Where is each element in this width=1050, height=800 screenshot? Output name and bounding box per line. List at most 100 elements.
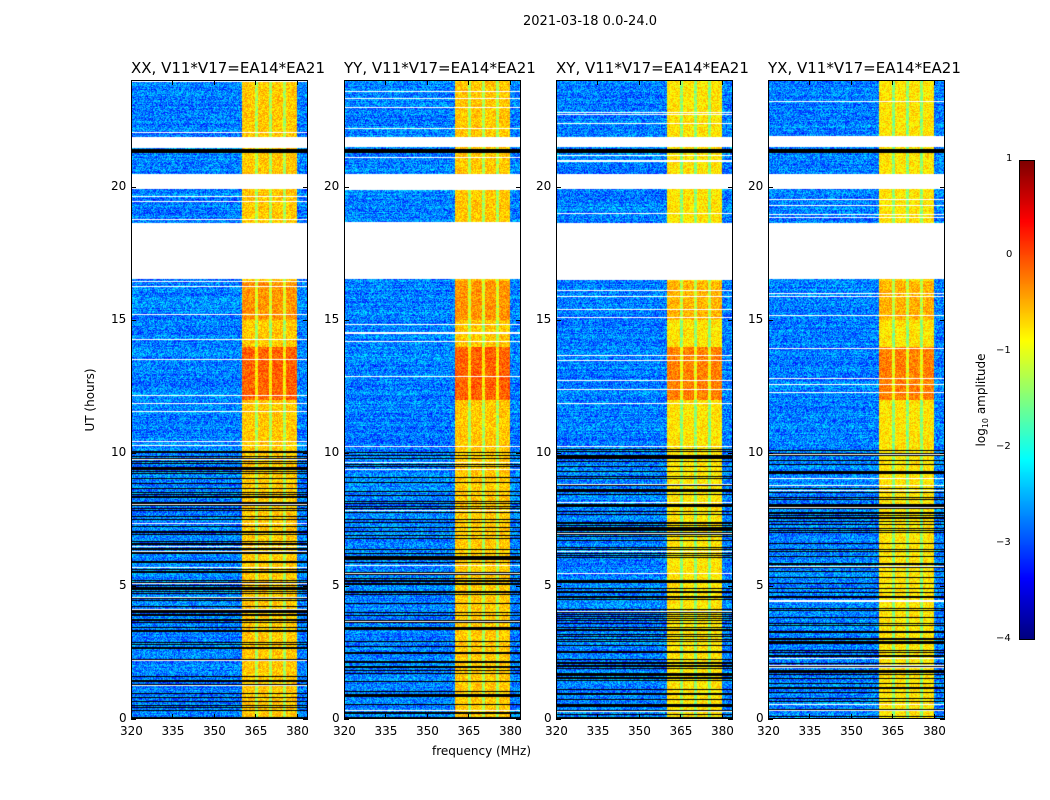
x-tick-mark [296, 80, 298, 85]
x-tick-mark [385, 80, 387, 85]
heatmap-panel-xx [131, 80, 308, 719]
x-tick-label: 320 [545, 724, 568, 738]
x-tick-label: 365 [669, 724, 693, 738]
heatmap-panel-xy [556, 80, 733, 719]
y-axis-label: UT (hours) [83, 368, 97, 432]
y-tick-mark [940, 452, 945, 454]
y-tick-mark [344, 186, 349, 188]
y-tick-mark [728, 719, 733, 720]
colorbar-tick-label: −2 [996, 441, 1011, 452]
y-tick-label: 15 [111, 311, 127, 326]
y-tick-mark [303, 452, 308, 454]
y-tick-label: 0 [119, 711, 127, 725]
y-tick-label: 5 [332, 577, 340, 592]
x-tick-label: 365 [244, 724, 268, 738]
y-tick-mark [556, 719, 561, 720]
x-tick-label: 365 [881, 724, 905, 738]
y-tick-mark [556, 452, 561, 454]
heatmap-panel-yy [344, 80, 521, 719]
y-tick-mark [728, 186, 733, 188]
x-tick-mark [892, 714, 894, 719]
y-tick-mark [516, 186, 521, 188]
x-tick-label: 320 [333, 724, 356, 738]
x-tick-mark [638, 714, 640, 719]
colorbar-tick-label: −4 [996, 633, 1011, 644]
y-tick-label: 15 [748, 311, 764, 326]
colorbar-tick-label: 1 [1006, 153, 1013, 164]
x-tick-mark [809, 80, 811, 85]
x-tick-label: 350 [839, 724, 863, 738]
figure-title: 2021-03-18 0.0-24.0 [523, 14, 657, 29]
x-tick-label: 335 [161, 724, 185, 738]
y-tick-label: 20 [536, 178, 552, 193]
x-tick-mark [468, 714, 470, 719]
x-tick-label: 335 [374, 724, 398, 738]
x-tick-mark [344, 80, 345, 85]
x-tick-mark [509, 80, 511, 85]
x-tick-mark [597, 80, 599, 85]
x-tick-mark [556, 714, 557, 719]
y-tick-mark [131, 719, 136, 720]
x-tick-label: 365 [457, 724, 481, 738]
y-tick-mark [303, 585, 308, 587]
y-tick-mark [516, 585, 521, 587]
y-tick-mark [344, 319, 349, 321]
y-tick-mark [768, 452, 773, 454]
x-tick-mark [468, 80, 470, 85]
x-tick-mark [933, 714, 935, 719]
x-tick-mark [638, 80, 640, 85]
y-tick-mark [728, 452, 733, 454]
y-tick-label: 5 [544, 577, 552, 592]
y-tick-mark [768, 719, 773, 720]
x-tick-mark [809, 714, 811, 719]
y-tick-mark [131, 585, 136, 587]
x-tick-mark [344, 714, 345, 719]
x-tick-label: 350 [202, 724, 226, 738]
y-tick-label: 20 [111, 178, 127, 193]
y-tick-label: 20 [324, 178, 340, 193]
x-tick-mark [721, 80, 723, 85]
colorbar-tick-label: 0 [1006, 249, 1013, 260]
x-tick-mark [255, 80, 257, 85]
y-tick-mark [728, 585, 733, 587]
x-tick-mark [850, 714, 852, 719]
x-tick-mark [296, 714, 298, 719]
y-tick-mark [344, 452, 349, 454]
y-tick-mark [940, 719, 945, 720]
y-tick-mark [344, 585, 349, 587]
heatmap-image [345, 81, 520, 718]
x-tick-mark [680, 80, 682, 85]
panel-title: YX, V11*V17=EA14*EA21 [768, 59, 961, 77]
y-tick-mark [303, 719, 308, 720]
y-tick-mark [556, 186, 561, 188]
y-tick-mark [131, 186, 136, 188]
y-tick-label: 15 [536, 311, 552, 326]
x-tick-mark [850, 80, 852, 85]
colorbar [1019, 160, 1035, 640]
x-tick-label: 335 [586, 724, 610, 738]
x-tick-label: 320 [120, 724, 143, 738]
heatmap-image [557, 81, 732, 718]
x-tick-mark [255, 714, 257, 719]
x-tick-mark [933, 80, 935, 85]
panel-title: YY, V11*V17=EA14*EA21 [344, 59, 536, 77]
y-tick-mark [728, 319, 733, 321]
y-tick-label: 5 [756, 577, 764, 592]
panel-title: XX, V11*V17=EA14*EA21 [131, 59, 326, 77]
x-tick-label: 350 [627, 724, 651, 738]
x-tick-mark [426, 714, 428, 719]
y-tick-mark [940, 186, 945, 188]
heatmap-image [132, 81, 307, 718]
y-tick-mark [768, 319, 773, 321]
y-tick-label: 15 [324, 311, 340, 326]
heatmap-image [769, 81, 944, 718]
y-tick-mark [940, 319, 945, 321]
y-tick-mark [131, 319, 136, 321]
x-tick-label: 350 [415, 724, 439, 738]
x-tick-mark [768, 80, 769, 85]
colorbar-tick-label: −1 [996, 345, 1011, 356]
x-tick-mark [892, 80, 894, 85]
y-tick-mark [556, 319, 561, 321]
colorbar-label: log10 amplitude [973, 353, 991, 447]
